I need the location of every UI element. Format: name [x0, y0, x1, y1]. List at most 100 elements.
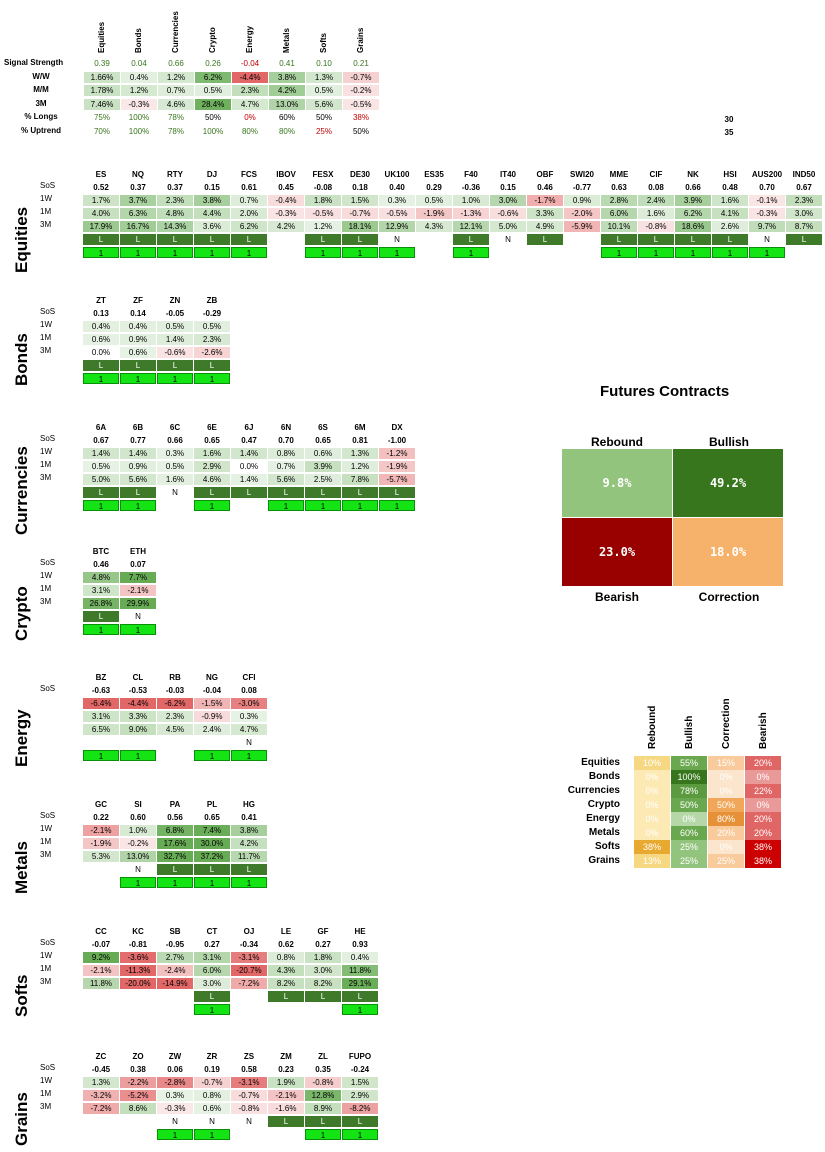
return-cell: 12.1% — [453, 221, 489, 232]
contract-header: OBF — [536, 170, 554, 179]
uptrend-flag: 1 — [342, 1129, 378, 1140]
return-cell: 9.7% — [749, 221, 785, 232]
neutral-flag: N — [135, 865, 141, 874]
quadrant-label-bearish: Bearish — [594, 590, 640, 604]
sos-value: 0.27 — [204, 940, 220, 949]
return-cell: -6.2% — [157, 698, 193, 709]
return-cell: -1.7% — [527, 195, 563, 206]
return-cell: 3.0% — [786, 208, 822, 219]
uptrend-flag: 1 — [342, 1004, 378, 1015]
return-cell: 1.3% — [83, 1077, 119, 1088]
row-label: 1W — [40, 571, 52, 580]
return-cell: 3.0% — [305, 965, 341, 976]
return-cell: 1.4% — [231, 448, 267, 459]
return-cell: 5.6% — [268, 474, 304, 485]
return-cell: 0.6% — [120, 347, 156, 358]
long-flag: L — [305, 991, 341, 1002]
state-header: Bullish — [684, 715, 695, 749]
return-cell: 3.3% — [527, 208, 563, 219]
sos-value: 0.40 — [389, 183, 405, 192]
return-cell: -0.3% — [268, 208, 304, 219]
row-label: 1W — [40, 1076, 52, 1085]
return-cell: -2.0% — [564, 208, 600, 219]
uptrend-flag: 1 — [194, 500, 230, 511]
contract-header: DE30 — [349, 170, 370, 179]
return-cell: 4.8% — [83, 572, 119, 583]
return-cell: -1.9% — [416, 208, 452, 219]
return-cell: -7.2% — [231, 978, 267, 989]
summary-header: Equities — [97, 21, 106, 53]
summary-cell: 50% — [352, 126, 369, 136]
contract-header: DJ — [206, 170, 218, 179]
long-flag: L — [453, 234, 489, 245]
long-flag: L — [342, 1116, 378, 1127]
return-cell: -2.4% — [157, 965, 193, 976]
sos-value: 0.15 — [500, 183, 516, 192]
row-label: 1M — [40, 333, 52, 342]
long-flag: L — [83, 234, 119, 245]
state-cell: 0% — [634, 784, 670, 798]
row-label: SoS — [40, 181, 56, 190]
long-flag: L — [231, 487, 267, 498]
return-cell: -1.9% — [83, 838, 119, 849]
neutral-flag: N — [172, 488, 178, 497]
summary-cell: 3.8% — [269, 71, 305, 83]
uptrend-flag: 1 — [379, 247, 415, 258]
return-cell: 3.9% — [305, 461, 341, 472]
return-cell: 37.2% — [194, 851, 230, 862]
summary-cell: 100% — [202, 126, 224, 136]
return-cell: 0.9% — [564, 195, 600, 206]
uptrend-flag: 1 — [83, 750, 119, 761]
section-title: Grains — [12, 1092, 31, 1146]
uptrend-flag: 1 — [157, 1129, 193, 1140]
return-cell: -0.9% — [194, 711, 230, 722]
state-header: Bearish — [758, 712, 769, 749]
return-cell: 7.7% — [120, 572, 156, 583]
return-cell: 8.9% — [305, 1103, 341, 1114]
summary-cell: -0.7% — [343, 71, 379, 83]
quadrant-label-rebound: Rebound — [591, 435, 643, 449]
sos-value: 0.58 — [241, 1065, 257, 1074]
sos-value: 0.08 — [241, 686, 257, 695]
sos-value: 0.45 — [278, 183, 294, 192]
summary-row-label: % Uptrend — [21, 125, 61, 135]
contract-header: 6M — [354, 423, 366, 432]
summary-header: Energy — [245, 25, 254, 53]
neutral-flag: N — [246, 738, 252, 747]
sos-value: 0.70 — [278, 436, 294, 445]
long-flag: L — [305, 1116, 341, 1127]
section-title: Currencies — [12, 446, 31, 535]
return-cell: 2.6% — [712, 221, 748, 232]
row-label: SoS — [40, 938, 56, 947]
sos-value: -0.24 — [350, 1065, 370, 1074]
return-cell: 1.4% — [157, 334, 193, 345]
summary-cell: 0.4% — [121, 71, 157, 83]
quadrant-bullish: 49.2% — [673, 449, 783, 517]
uptrend-flag: 1 — [120, 247, 156, 258]
return-cell: -2.2% — [120, 1077, 156, 1088]
quadrant-bearish: 23.0% — [562, 518, 672, 586]
contract-header: ZB — [206, 296, 218, 305]
uptrend-flag: 1 — [601, 247, 637, 258]
return-cell: -3.1% — [231, 1077, 267, 1088]
return-cell: 0.7% — [268, 461, 304, 472]
state-cell: 0% — [634, 798, 670, 812]
return-cell: 13.0% — [120, 851, 156, 862]
sos-value: 0.81 — [352, 436, 368, 445]
sos-value: 0.63 — [611, 183, 627, 192]
state-cell: 80% — [708, 812, 744, 826]
uptrend-flag: 1 — [194, 247, 230, 258]
uptrend-flag: 1 — [749, 247, 785, 258]
contract-header: 6A — [95, 423, 107, 432]
long-flag: L — [712, 234, 748, 245]
uptrend-flag: 1 — [268, 500, 304, 511]
contract-header: ZR — [206, 1052, 218, 1061]
contract-header: HSI — [723, 170, 737, 179]
return-cell: 7.4% — [194, 825, 230, 836]
long-flag: L — [601, 234, 637, 245]
return-cell: 3.3% — [120, 711, 156, 722]
summary-cell: 38% — [352, 113, 369, 122]
return-cell: -0.2% — [120, 838, 156, 849]
return-cell: -20.7% — [231, 965, 267, 976]
return-cell: 29.1% — [342, 978, 378, 989]
